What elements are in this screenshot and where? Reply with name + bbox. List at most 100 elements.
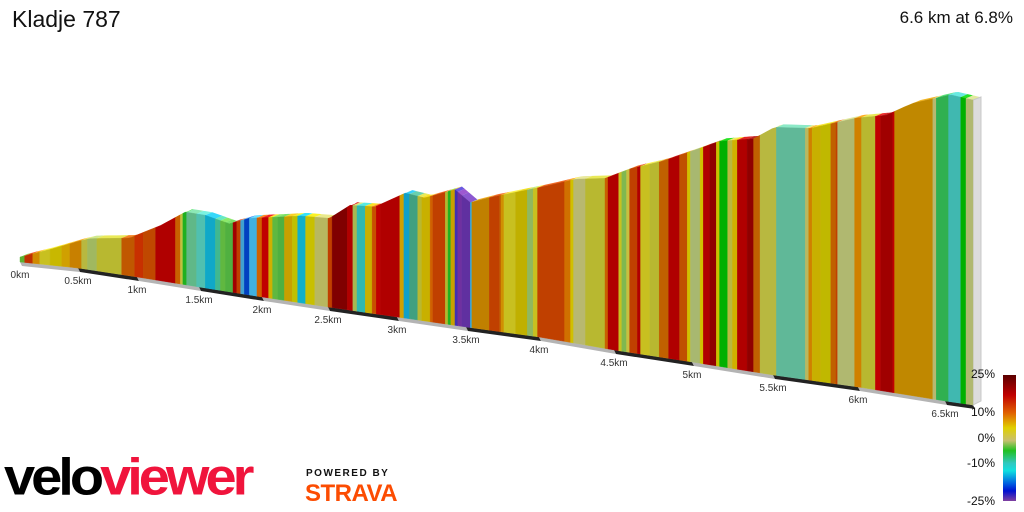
gradient-stripe: [182, 211, 187, 286]
gradient-stripe: [409, 193, 418, 321]
gradient-stripe: [500, 194, 505, 333]
gradient-stripe: [347, 204, 354, 311]
profile-roof-segment: [365, 203, 380, 207]
road-distance-band: [539, 337, 616, 354]
gradient-stripe: [808, 127, 813, 381]
gradient-stripe: [376, 203, 381, 315]
profile-roof-segment: [403, 190, 417, 195]
gradient-stripe: [81, 238, 88, 270]
profile-roof-segment: [533, 184, 545, 189]
gradient-stripe: [186, 211, 197, 287]
road-distance-band: [262, 297, 330, 311]
profile-roof-segment: [445, 188, 456, 193]
gradient-stripe: [690, 147, 701, 364]
gradient-stripe: [537, 181, 565, 342]
gradient-stripe: [499, 194, 502, 333]
gradient-stripe: [948, 94, 961, 404]
x-tick-label: 5km: [683, 370, 702, 381]
gradient-stripe: [297, 215, 306, 304]
profile-roof-segment: [948, 92, 968, 98]
gradient-stripe: [489, 195, 500, 332]
road-distance-band: [397, 317, 468, 331]
profile-roof-segment: [499, 192, 509, 196]
gradient-stripe: [142, 227, 156, 281]
road-distance-band: [328, 307, 399, 321]
profile-roof-segment: [501, 191, 511, 196]
gradient-stripe: [121, 235, 135, 277]
x-tick-label: 3km: [388, 325, 407, 336]
profile-roof-segment: [527, 185, 541, 190]
gradient-stripe: [573, 178, 586, 346]
profile-roof-segment: [960, 94, 973, 99]
road-distance-band: [692, 362, 775, 379]
profile-roof-segment: [932, 94, 944, 99]
profile-roof-segment: [24, 250, 40, 256]
profile-roof-segment: [470, 199, 479, 203]
gradient-stripe: [753, 134, 761, 374]
x-tick-label: 1km: [128, 285, 147, 296]
profile-roof-segment: [454, 186, 465, 192]
profile-roof-segment: [262, 214, 276, 218]
gradient-stripe: [284, 216, 293, 302]
gradient-stripe: [205, 214, 216, 290]
gradient-stripe: [272, 216, 279, 300]
profile-roof-segment: [448, 187, 458, 192]
gradient-stripe: [445, 191, 449, 325]
profile-roof-segment: [32, 249, 47, 254]
gradient-stripe: [421, 196, 431, 323]
gradient-stripe: [503, 191, 516, 335]
x-tick-label: 0.5km: [64, 276, 91, 287]
gradient-stripe: [134, 232, 144, 279]
gradient-stripe: [457, 191, 463, 327]
gradient-stripe: [249, 217, 258, 297]
profile-roof-segment: [87, 235, 104, 240]
gradient-stripe: [403, 192, 410, 320]
gradient-stripe: [830, 122, 837, 385]
legend-label-10: 10%: [970, 405, 995, 419]
profile-roof-segment: [837, 115, 862, 123]
profile-roof-segment: [215, 215, 228, 221]
gradient-stripe: [268, 217, 273, 299]
gradient-stripe: [461, 194, 471, 328]
gradient-stripe: [932, 97, 937, 400]
gradient-stripe: [716, 141, 720, 367]
gradient-stripe: [746, 138, 754, 373]
gradient-stripe: [960, 96, 967, 405]
profile-roof-segment: [732, 136, 745, 141]
gradient-stripe: [604, 176, 609, 350]
gradient-stripe: [621, 169, 627, 353]
gradient-stripe: [196, 213, 206, 289]
profile-roof-segment: [727, 137, 740, 141]
gradient-stripe: [277, 216, 285, 301]
gradient-stripe: [965, 98, 974, 406]
logo-viewer: viewer: [100, 447, 254, 506]
road-distance-band: [137, 277, 201, 291]
gradient-stripe: [854, 117, 862, 388]
profile-roof-segment: [430, 192, 440, 197]
gradient-stripe: [629, 166, 638, 354]
profile-roof-segment: [737, 136, 755, 140]
profile-roof-segment: [649, 158, 667, 165]
profile-roof-segment: [830, 119, 843, 124]
x-tick-label: 0km: [11, 270, 30, 281]
road-distance-band: [199, 287, 264, 301]
gradient-stripe: [371, 205, 377, 315]
profile-roof-segment: [805, 125, 816, 129]
profile-end-face: [972, 96, 982, 406]
profile-roof-segment: [719, 137, 735, 142]
segment-title: Kladje 787: [12, 6, 121, 32]
gradient-stripe: [87, 238, 98, 272]
profile-roof-segment: [471, 194, 497, 203]
profile-roof-segment: [432, 189, 453, 196]
profile-roof-segment: [352, 202, 364, 206]
gradient-stripe: [180, 213, 184, 285]
gradient-stripe: [61, 243, 71, 268]
gradient-stripe: [352, 205, 358, 312]
profile-roof-segment: [347, 202, 360, 207]
x-tick-label: 3.5km: [452, 335, 479, 346]
profile-roof-segment: [537, 178, 572, 188]
gradient-stripe: [380, 195, 400, 318]
profile-roof-segment: [417, 193, 429, 198]
gradient-stripe: [532, 187, 538, 338]
gradient-stripe: [399, 193, 405, 319]
